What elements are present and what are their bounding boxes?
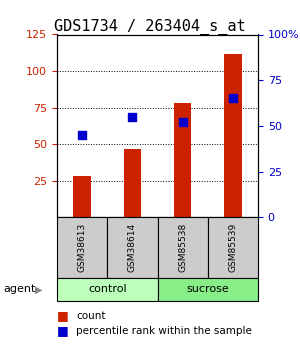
Text: sucrose: sucrose [186,285,229,294]
Text: ▶: ▶ [34,285,42,294]
Text: ■: ■ [57,324,69,337]
Text: GSM85538: GSM85538 [178,223,187,272]
Point [80,132,85,138]
Bar [73,176,91,217]
Text: ■: ■ [57,309,69,322]
Bar [124,149,141,217]
Point [230,96,235,101]
Point [130,114,135,119]
Bar [224,53,242,217]
Text: percentile rank within the sample: percentile rank within the sample [76,326,252,335]
Text: GDS1734 / 263404_s_at: GDS1734 / 263404_s_at [54,19,246,35]
Text: GSM38614: GSM38614 [128,223,137,272]
Bar [174,103,191,217]
Text: GSM85539: GSM85539 [228,223,237,272]
Text: count: count [76,311,106,321]
Text: control: control [88,285,127,294]
Point [180,119,185,125]
Text: GSM38613: GSM38613 [78,223,87,272]
Text: agent: agent [3,285,35,294]
